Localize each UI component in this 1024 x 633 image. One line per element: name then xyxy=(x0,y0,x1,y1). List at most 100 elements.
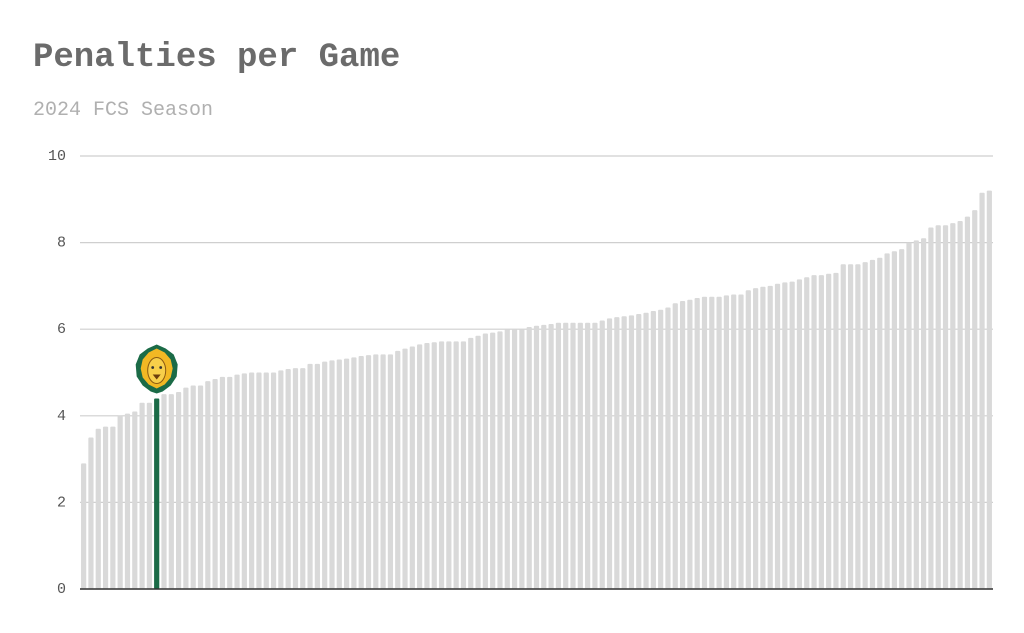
y-tick-label: 0 xyxy=(57,581,66,598)
logo-face xyxy=(147,356,167,384)
bar xyxy=(679,301,686,589)
bar xyxy=(767,285,773,589)
bar xyxy=(701,296,708,589)
bar xyxy=(753,288,759,589)
bar xyxy=(438,341,445,589)
bar xyxy=(373,354,379,589)
bar xyxy=(563,322,569,589)
bar xyxy=(241,373,247,589)
bar xyxy=(212,378,218,589)
bar xyxy=(636,314,642,589)
bar xyxy=(957,220,963,589)
bar xyxy=(935,225,941,589)
bar xyxy=(950,223,956,590)
bar xyxy=(102,426,109,589)
bar xyxy=(117,415,123,589)
bar xyxy=(124,413,131,589)
y-tick-label: 10 xyxy=(48,148,66,165)
bar xyxy=(81,463,87,589)
bar xyxy=(818,275,824,589)
bar xyxy=(497,331,503,589)
bar xyxy=(548,324,554,589)
bar xyxy=(168,394,174,589)
bar xyxy=(146,402,152,589)
bar xyxy=(482,333,488,589)
bar xyxy=(789,281,795,589)
bar xyxy=(336,359,342,589)
bar xyxy=(665,307,671,589)
bar xyxy=(431,342,437,589)
y-tick-label: 8 xyxy=(57,235,66,252)
bar xyxy=(687,299,693,589)
bar xyxy=(402,348,408,589)
bar xyxy=(804,277,810,589)
bar xyxy=(833,272,839,589)
bar xyxy=(285,369,291,589)
bar xyxy=(307,363,313,589)
bar xyxy=(329,360,335,589)
logo-eye xyxy=(159,366,163,369)
bar xyxy=(614,317,620,589)
bar xyxy=(628,315,635,589)
bar xyxy=(139,402,145,589)
bar xyxy=(672,303,678,589)
bar xyxy=(899,249,905,589)
bar xyxy=(446,341,452,589)
bar xyxy=(884,253,890,590)
bar xyxy=(533,325,540,589)
bar xyxy=(599,320,605,589)
bar xyxy=(913,240,919,589)
bar xyxy=(972,210,978,589)
bar xyxy=(986,190,992,589)
bar xyxy=(928,227,934,589)
bar xyxy=(811,275,817,589)
bar xyxy=(577,322,583,589)
bar xyxy=(154,398,160,589)
bar xyxy=(519,329,525,589)
bar xyxy=(774,283,781,589)
bar xyxy=(417,344,423,589)
bar xyxy=(292,368,299,589)
bar xyxy=(88,437,94,589)
bar xyxy=(132,411,138,589)
bar xyxy=(424,343,430,589)
bar xyxy=(716,296,722,589)
bar xyxy=(380,354,386,589)
bar xyxy=(322,361,328,589)
chart-title: Penalties per Game xyxy=(33,39,400,77)
bar xyxy=(877,257,883,589)
bar xyxy=(95,428,101,589)
bar xyxy=(694,298,700,589)
bar xyxy=(782,282,788,589)
bar xyxy=(745,290,751,589)
bar xyxy=(468,337,474,589)
bar xyxy=(270,372,277,589)
bar xyxy=(234,374,240,589)
bar xyxy=(110,426,116,589)
bar xyxy=(343,358,350,589)
bar xyxy=(862,262,868,589)
bar xyxy=(570,322,576,589)
y-tick-label: 4 xyxy=(57,408,66,425)
bar xyxy=(475,335,481,589)
bar xyxy=(855,264,861,589)
bar xyxy=(731,294,737,589)
bar xyxy=(723,295,730,589)
bar xyxy=(300,368,306,589)
bar xyxy=(256,372,262,589)
bar xyxy=(453,341,459,589)
y-tick-label: 6 xyxy=(57,321,66,338)
bar xyxy=(658,309,664,589)
bar xyxy=(921,238,927,589)
bar xyxy=(490,332,496,589)
team-logo xyxy=(135,344,178,394)
bar xyxy=(709,296,715,589)
bar xyxy=(205,381,211,589)
bar xyxy=(219,376,226,589)
bar xyxy=(979,192,985,589)
bar xyxy=(964,216,971,589)
bar xyxy=(409,346,415,589)
bar xyxy=(643,312,649,589)
bar xyxy=(592,322,598,589)
